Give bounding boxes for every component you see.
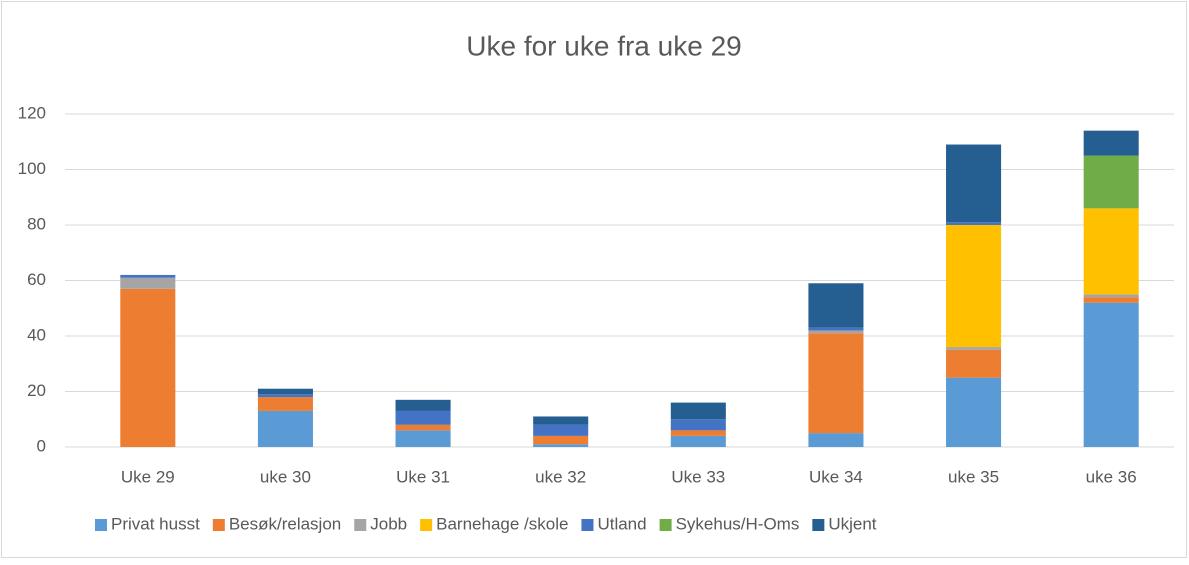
- bar-segment: [257, 397, 313, 411]
- bar-segment: [395, 424, 451, 431]
- legend-swatch: [659, 519, 672, 531]
- bar-segment: [946, 225, 1002, 348]
- bar-segment: [808, 330, 864, 334]
- y-tick-label: 40: [27, 325, 46, 344]
- bar-segment: [808, 433, 864, 447]
- bar-segment: [670, 402, 726, 420]
- legend-label: Jobb: [370, 514, 407, 533]
- legend-label: Sykehus/H-Oms: [676, 514, 800, 533]
- x-tick-label: uke 36: [1086, 467, 1137, 486]
- legend-label: Utland: [597, 514, 646, 533]
- x-tick-label: uke 32: [535, 467, 586, 486]
- y-tick-label: 120: [18, 103, 46, 122]
- bar-segment: [257, 388, 313, 395]
- bar-segment: [946, 377, 1002, 447]
- chart-title: Uke for uke fra uke 29: [466, 30, 741, 61]
- bar-segment: [533, 416, 589, 425]
- x-tick-label: Uke 34: [809, 467, 863, 486]
- bar-segment: [395, 399, 451, 411]
- x-tick-label: Uke 31: [396, 467, 450, 486]
- bar-segment: [120, 277, 176, 289]
- bar-segment: [670, 430, 726, 436]
- bar-segment: [257, 410, 313, 447]
- legend-swatch: [812, 519, 825, 531]
- bar-segment: [946, 349, 1002, 378]
- bar-segment: [1083, 155, 1139, 209]
- bar-segment: [1083, 130, 1139, 156]
- legend-label: Privat husst: [111, 514, 200, 533]
- bar-segment: [1083, 302, 1139, 447]
- bar-segment: [533, 435, 589, 445]
- legend-swatch: [95, 519, 107, 531]
- bar-segment: [257, 394, 313, 398]
- x-tick-label: uke 35: [948, 467, 999, 486]
- bar-segment: [1083, 294, 1139, 298]
- x-tick-label: uke 30: [260, 467, 311, 486]
- bar-segment: [120, 288, 176, 447]
- legend-swatch: [212, 519, 225, 531]
- legend-swatch: [581, 519, 594, 531]
- x-tick-label: Uke 29: [121, 467, 175, 486]
- bar-segment: [808, 327, 864, 331]
- x-tick-label: Uke 33: [671, 467, 725, 486]
- y-tick-label: 0: [37, 436, 46, 455]
- y-tick-label: 100: [18, 159, 46, 178]
- legend-swatch: [420, 519, 433, 531]
- bar-segment: [533, 424, 589, 436]
- bar-segment: [120, 274, 176, 278]
- bar-segment: [1083, 297, 1139, 303]
- y-tick-label: 60: [27, 270, 46, 289]
- y-tick-label: 80: [27, 214, 46, 233]
- legend-swatch: [354, 519, 367, 531]
- y-tick-label: 20: [27, 381, 46, 400]
- bar-segment: [1083, 208, 1139, 295]
- bar-segment: [395, 430, 451, 447]
- bar-segment: [670, 419, 726, 431]
- bar-segment: [808, 333, 864, 434]
- legend-label: Besøk/relasjon: [229, 514, 341, 533]
- bar-segment: [946, 222, 1002, 225]
- bar-segment: [533, 444, 589, 447]
- legend-label: Ukjent: [828, 514, 876, 533]
- bar-segment: [946, 347, 1002, 350]
- bar-segment: [808, 283, 864, 328]
- bar-segment: [670, 435, 726, 447]
- legend-label: Barnehage /skole: [436, 514, 568, 533]
- bar-segment: [395, 410, 451, 425]
- bar-segment: [946, 144, 1002, 223]
